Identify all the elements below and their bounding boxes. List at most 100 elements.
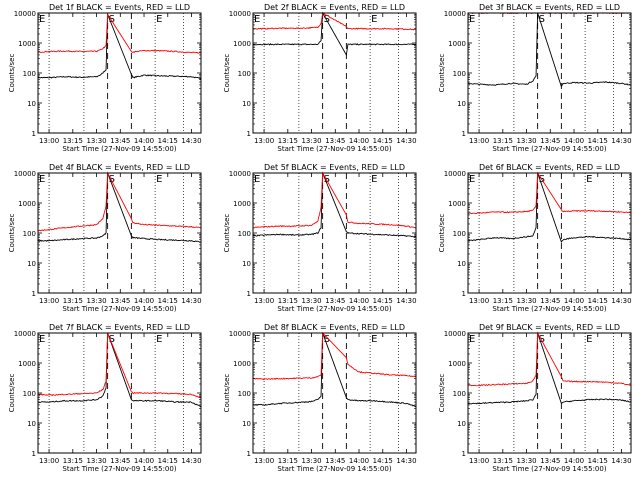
x-tick-label: 14:30 [396,297,416,305]
y-tick-label: 10 [27,420,36,428]
x-tick-label: 13:45 [325,457,345,465]
marker-label: E [586,334,592,345]
x-tick-label: 13:00 [39,297,59,305]
y-tick-label: 1 [462,130,466,138]
y-tick-label: 100 [453,230,466,238]
marker-label: S [539,14,545,25]
y-tick-label: 100 [453,70,466,78]
x-tick-label: 13:45 [540,137,560,145]
y-axis-label: Counts/sec [438,54,446,93]
y-tick-label: 10 [242,100,251,108]
x-tick-label: 13:00 [39,137,59,145]
plot-frame [37,12,202,134]
marker-label: S [324,334,330,345]
marker-label: S [109,14,115,25]
x-tick-label: 13:00 [469,297,489,305]
panel-title: Det 9f BLACK = Events, RED = LLD [479,323,620,332]
marker-label: E [371,14,377,25]
y-tick-label: 1 [32,130,36,138]
x-axis-label: Start Time (27-Nov-09 14:55:00) [492,305,606,313]
x-tick-label: 14:00 [349,137,369,145]
x-tick-label: 13:30 [301,457,321,465]
y-tick-label: 100 [23,390,36,398]
panel-title: Det 4f BLACK = Events, RED = LLD [49,163,190,172]
plot-frame [37,172,202,294]
x-axis-label: Start Time (27-Nov-09 14:55:00) [62,145,176,153]
marker-label: E [39,174,45,185]
y-axis-label: Counts/sec [223,374,231,413]
x-tick-label: 13:00 [39,457,59,465]
y-tick-label: 100 [238,230,251,238]
y-tick-label: 1000 [448,360,466,368]
marker-label: S [109,334,115,345]
x-tick-label: 13:45 [110,137,130,145]
series-line-events [252,172,417,238]
y-tick-label: 10 [457,260,466,268]
y-axis-label: Counts/sec [8,54,16,93]
x-tick-label: 14:15 [158,457,178,465]
x-tick-label: 14:00 [349,297,369,305]
x-axis-label: Start Time (27-Nov-09 14:55:00) [492,145,606,153]
series-line-lld [37,12,202,54]
series-line-lld [252,171,417,229]
y-tick-label: 10 [242,260,251,268]
x-tick-label: 13:45 [325,297,345,305]
panel-title: Det 6f BLACK = Events, RED = LLD [479,163,620,172]
x-tick-label: 13:45 [110,457,130,465]
plot-frame [467,332,632,454]
marker-label: E [469,174,475,185]
x-tick-label: 14:00 [349,457,369,465]
y-axis-label: Counts/sec [438,214,446,253]
panel-title: Det 8f BLACK = Events, RED = LLD [264,323,405,332]
y-tick-label: 1000 [448,40,466,48]
y-tick-label: 1 [247,290,251,298]
marker-label: E [371,174,377,185]
x-tick-label: 13:15 [63,457,83,465]
x-tick-label: 13:15 [493,297,513,305]
panel-title: Det 1f BLACK = Events, RED = LLD [49,3,190,12]
y-tick-label: 1000 [18,200,36,208]
x-axis-label: Start Time (27-Nov-09 14:55:00) [277,305,391,313]
y-tick-label: 1 [32,450,36,458]
x-tick-label: 13:30 [516,137,536,145]
y-tick-label: 10000 [14,330,36,338]
y-tick-label: 10000 [229,10,251,18]
marker-label: E [586,14,592,25]
series-line-lld [37,332,202,398]
x-tick-label: 14:00 [134,137,154,145]
x-tick-label: 13:30 [301,137,321,145]
series-line-lld [467,331,632,387]
y-tick-label: 10 [27,100,36,108]
x-tick-label: 13:30 [516,457,536,465]
y-tick-label: 10000 [229,170,251,178]
x-axis-label: Start Time (27-Nov-09 14:55:00) [277,465,391,473]
marker-label: S [539,334,545,345]
series-line-events [37,14,202,80]
panel-3: Det 3f BLACK = Events, RED = LLD E S E 1 10 10… [438,3,632,153]
x-tick-label: 13:15 [278,137,298,145]
x-tick-label: 13:15 [63,297,83,305]
x-tick-label: 13:00 [254,297,274,305]
marker-label: E [254,174,260,185]
panel-title: Det 5f BLACK = Events, RED = LLD [264,163,405,172]
panel-7: Det 7f BLACK = Events, RED = LLD E S E 1 10 10… [8,323,202,473]
y-tick-label: 100 [23,230,36,238]
y-tick-label: 1 [247,130,251,138]
x-tick-label: 13:30 [86,297,106,305]
x-tick-label: 14:30 [181,457,201,465]
plot-frame [252,172,417,294]
x-tick-label: 14:00 [564,457,584,465]
x-tick-label: 14:30 [396,137,416,145]
panel-title: Det 7f BLACK = Events, RED = LLD [49,323,190,332]
panel-title: Det 3f BLACK = Events, RED = LLD [479,3,620,12]
series-line-events [252,11,417,57]
y-tick-label: 10000 [444,10,466,18]
y-tick-label: 1 [462,290,466,298]
x-tick-label: 13:45 [540,297,560,305]
series-line-lld [252,331,417,381]
y-tick-label: 10000 [14,170,36,178]
y-tick-label: 100 [238,70,251,78]
x-tick-label: 14:15 [588,137,608,145]
y-tick-label: 10 [457,420,466,428]
